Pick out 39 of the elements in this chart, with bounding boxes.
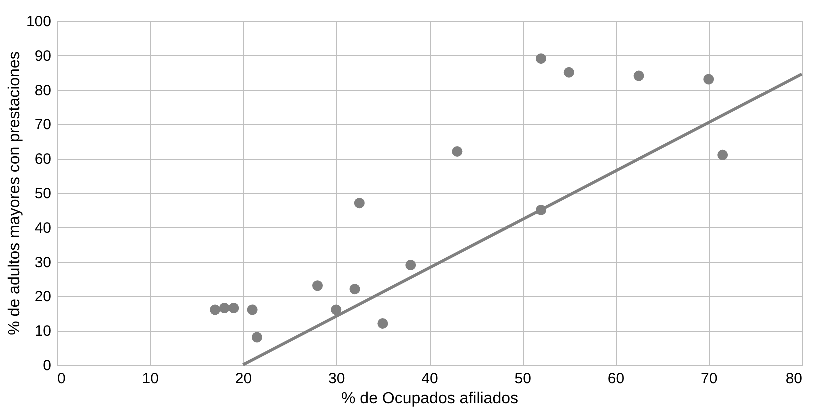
- x-tick-label: 0: [58, 370, 66, 388]
- x-tick-label: 70: [701, 370, 718, 388]
- x-tick-label: 60: [608, 370, 625, 388]
- y-tick-label: 70: [34, 116, 52, 134]
- x-tick-label: 20: [235, 370, 252, 388]
- point: [350, 284, 360, 295]
- y-tick-label: 0: [43, 358, 52, 374]
- x-axis-title: % de Ocupados afiliados: [342, 390, 518, 408]
- y-axis-title: % de adultos mayores con prestaciones: [6, 52, 24, 336]
- y-tick-label: 60: [34, 151, 52, 168]
- y-tick-label: 10: [34, 323, 52, 340]
- point: [312, 280, 323, 292]
- y-tick-label: 80: [34, 82, 52, 100]
- y-tick-label: 50: [34, 186, 52, 202]
- point: [704, 74, 714, 85]
- point: [228, 303, 240, 314]
- x-tick-label: 50: [514, 370, 532, 388]
- point: [718, 150, 728, 160]
- point: [634, 70, 644, 82]
- y-tick-label: 100: [26, 14, 52, 30]
- y-tick-label: 30: [34, 254, 52, 272]
- x-tick-label: 40: [422, 370, 438, 388]
- y-tick-label: 90: [34, 48, 52, 65]
- point: [378, 318, 388, 329]
- point: [354, 198, 365, 209]
- point: [564, 67, 574, 78]
- x-tick-label: 80: [786, 370, 802, 388]
- y-tick-label: 20: [34, 288, 52, 306]
- point: [536, 54, 546, 64]
- point: [452, 146, 463, 157]
- point: [219, 303, 230, 314]
- y-tick-label: 40: [34, 220, 52, 237]
- point: [331, 304, 342, 316]
- point: [247, 304, 258, 316]
- point: [406, 260, 416, 270]
- point: [252, 332, 262, 343]
- point: [210, 304, 221, 316]
- x-tick-label: 10: [142, 370, 159, 388]
- x-tick-label: 30: [328, 370, 346, 388]
